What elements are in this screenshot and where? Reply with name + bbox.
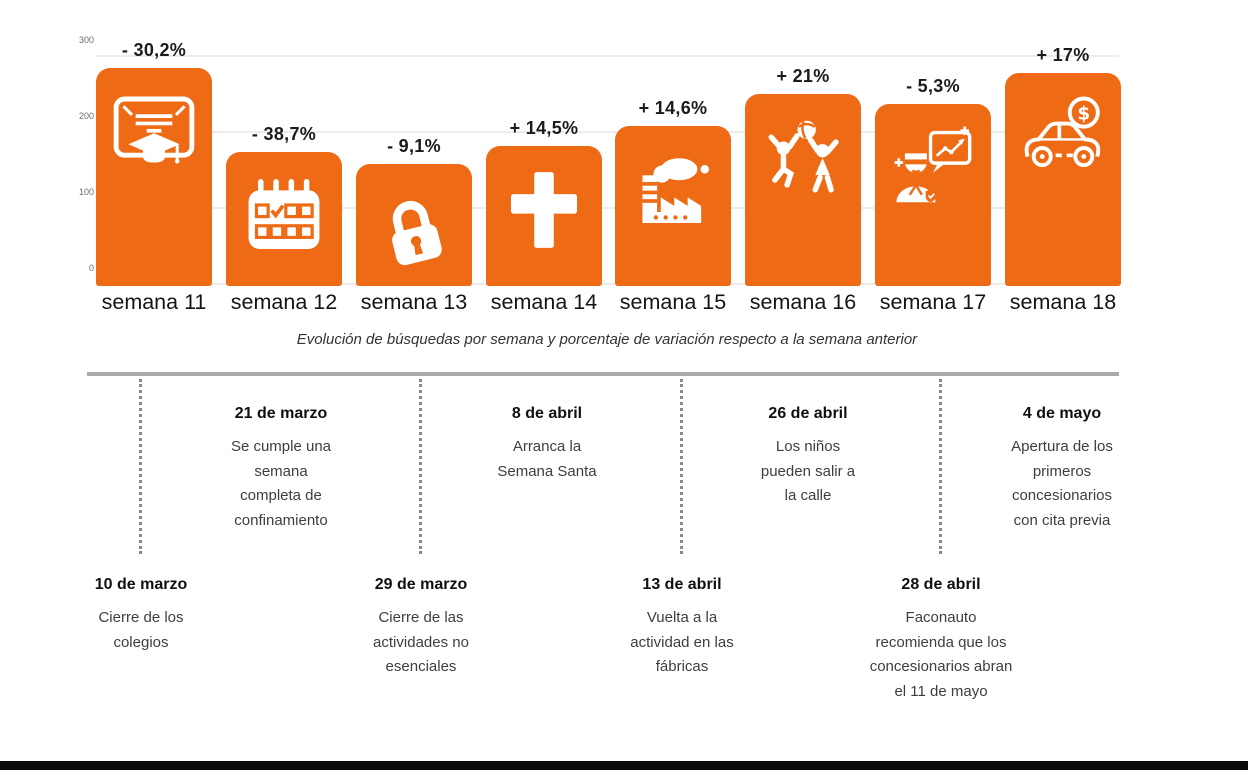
change-label: + 21% [776,66,830,86]
timeline-dotted-line-3 [680,379,683,554]
event-date: 4 de mayo [1022,405,1102,422]
bar-semana-15 [615,126,731,286]
week-label: semana 11 [101,290,207,314]
gridline-100 [96,207,1119,209]
gridline-300 [96,55,1119,57]
bar-semana-17 [875,104,991,286]
week-label: semana 18 [1009,290,1117,314]
timeline-dotted-line-2 [419,379,422,554]
event-date: 13 de abril [642,576,722,593]
event-text: Faconauto recomienda que los concesionar… [869,609,1013,700]
bar-semana-12 [226,152,342,286]
change-label: + 17% [1036,45,1090,65]
calendar-icon [248,179,320,249]
week-label: semana 15 [619,290,727,314]
event-date: 29 de marzo [374,576,468,593]
change-label: - 5,3% [906,76,960,96]
car-money-icon: $ [1024,96,1101,168]
svg-text:$: $ [1077,103,1090,124]
y-tick-label: 0 [88,263,94,273]
padlock-icon [392,200,442,266]
timeline-dotted-line-1 [139,379,142,554]
event-text: Se cumple una semana completa de confina… [230,438,332,529]
event-text: Vuelta a la actividad en las fábricas [630,609,734,675]
event-text: Apertura de los primeros concesionarios … [1011,438,1113,529]
chart-area: 0 100 200 300 - 30,2% semana 11 - 38,7% [0,0,1248,330]
week-label: semana 12 [230,290,338,314]
timeline-event-28-abril: 28 de abril Faconauto recomienda que los… [831,576,1051,704]
gridline-0 [96,283,1119,285]
event-text: Cierre de las actividades no esenciales [373,609,469,675]
event-date: 28 de abril [901,576,981,593]
timeline-event-4-mayo: 4 de mayo Apertura de los primeros conce… [967,405,1157,533]
change-label: - 30,2% [121,40,187,60]
week-label: semana 16 [749,290,857,314]
timeline-event-8-abril: 8 de abril Arranca la Semana Santa [452,405,642,484]
bar-semana-14 [486,146,602,286]
bottom-black-bar [0,761,1248,770]
timeline-event-21-marzo: 21 de marzo Se cumple una semana complet… [186,405,376,533]
change-label: + 14,5% [509,118,579,138]
y-tick-label: 100 [78,187,94,197]
bar-semana-18: $ [1005,73,1121,286]
event-text: Los niños pueden salir a la calle [760,438,856,504]
y-tick-label: 300 [78,35,94,45]
timeline-event-13-abril: 13 de abril Vuelta a la actividad en las… [572,576,792,680]
chart-caption: Evolución de búsquedas por semana y porc… [296,331,918,348]
timeline-event-26-abril: 26 de abril Los niños pueden salir a la … [713,405,903,509]
timeline-event-29-marzo: 29 de marzo Cierre de las actividades no… [311,576,531,680]
bar-semana-13 [356,164,472,286]
timeline-dotted-line-4 [939,379,942,554]
factory-icon [642,158,710,223]
week-label: semana 14 [490,290,598,314]
diploma-icon [113,96,195,164]
event-text: Cierre de los colegios [98,609,184,651]
event-date: 8 de abril [511,405,583,422]
children-playing-icon [768,120,839,193]
event-date: 10 de marzo [94,576,188,593]
change-label: - 9,1% [387,136,441,156]
week-label: semana 17 [879,290,987,314]
event-date: 26 de abril [768,405,848,422]
y-tick-label: 200 [78,111,94,121]
person-chart-icon [894,126,972,203]
bar-semana-16 [745,94,861,286]
timeline-event-10-marzo: 10 de marzo Cierre de los colegios [31,576,251,655]
event-text: Arranca la Semana Santa [497,438,597,480]
change-label: - 38,7% [251,124,317,144]
timeline-axis [87,372,1119,376]
bar-semana-11 [96,68,212,286]
event-date: 21 de marzo [234,405,328,422]
cross-icon [511,172,577,248]
gridline-200 [96,131,1119,133]
change-label: + 14,6% [638,98,708,118]
week-label: semana 13 [360,290,468,314]
